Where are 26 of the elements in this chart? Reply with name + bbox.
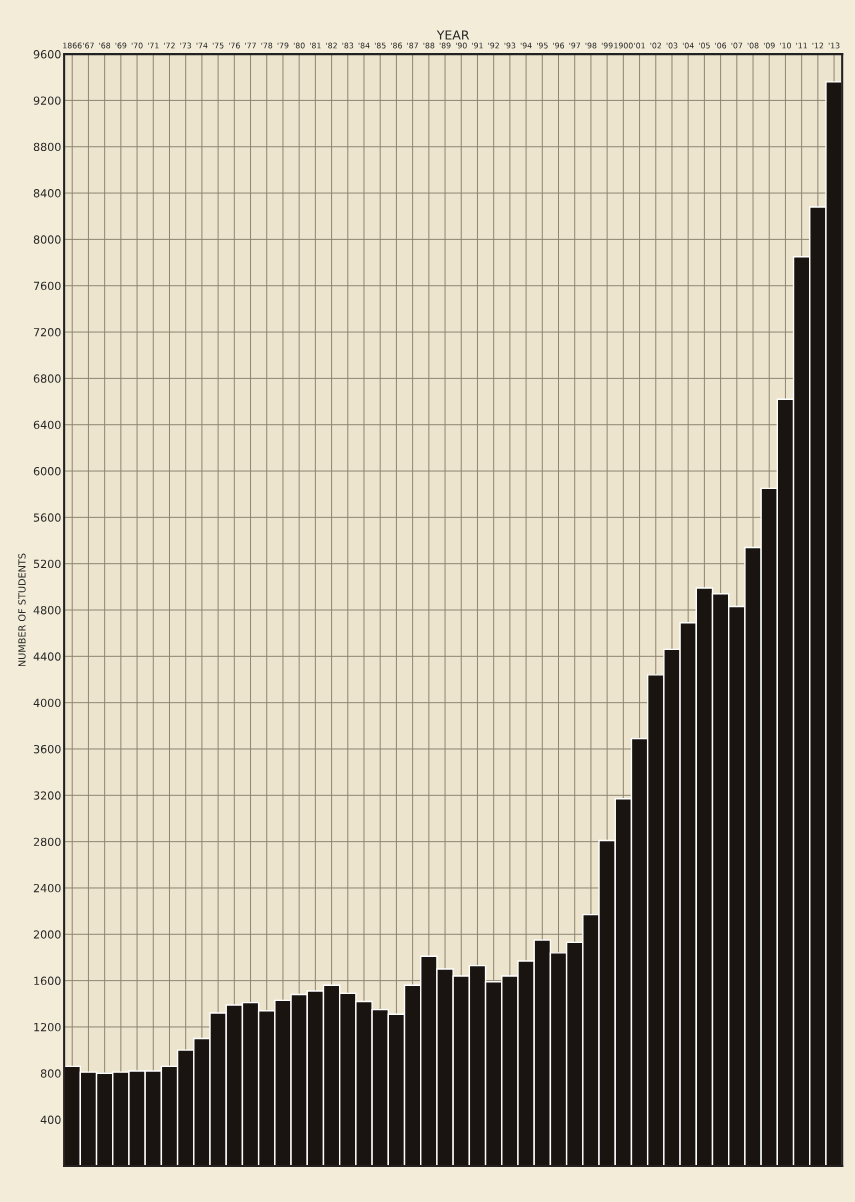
- y-tick-label: 4000: [33, 698, 61, 708]
- y-tick-label: 6800: [33, 374, 61, 383]
- y-tick-label: 4800: [33, 605, 61, 615]
- y-tick-label: 9600: [33, 50, 61, 59]
- y-axis-title: NUMBER OF STUDENTS: [18, 553, 26, 667]
- y-tick-label: 5600: [33, 513, 61, 522]
- x-axis-title: YEAR: [436, 30, 470, 40]
- y-tick-label: 8400: [33, 189, 61, 198]
- y-tick-label: 3200: [33, 791, 61, 800]
- y-tick-label: 8800: [33, 142, 61, 152]
- y-tick-label: 7600: [33, 281, 61, 291]
- y-tick-label: 6000: [33, 467, 61, 476]
- y-tick-label: 800: [40, 1069, 61, 1078]
- y-tick-label: 6400: [33, 420, 61, 430]
- y-tick-label: 1200: [34, 1022, 61, 1032]
- y-tick-label: 3600: [33, 744, 61, 754]
- y-tick-label: 2800: [33, 837, 61, 847]
- y-tick-label: 400: [40, 1115, 61, 1124]
- y-tick-label: 4400: [33, 652, 61, 661]
- y-tick-label: 5200: [33, 559, 61, 569]
- y-tick-label: 7200: [33, 328, 61, 337]
- y-tick-label: 9200: [33, 96, 61, 105]
- y-tick-label: 2400: [33, 883, 61, 893]
- y-tick-label: 8000: [33, 235, 61, 244]
- y-tick-label: 2000: [33, 930, 61, 939]
- y-tick-label: 1600: [34, 976, 61, 986]
